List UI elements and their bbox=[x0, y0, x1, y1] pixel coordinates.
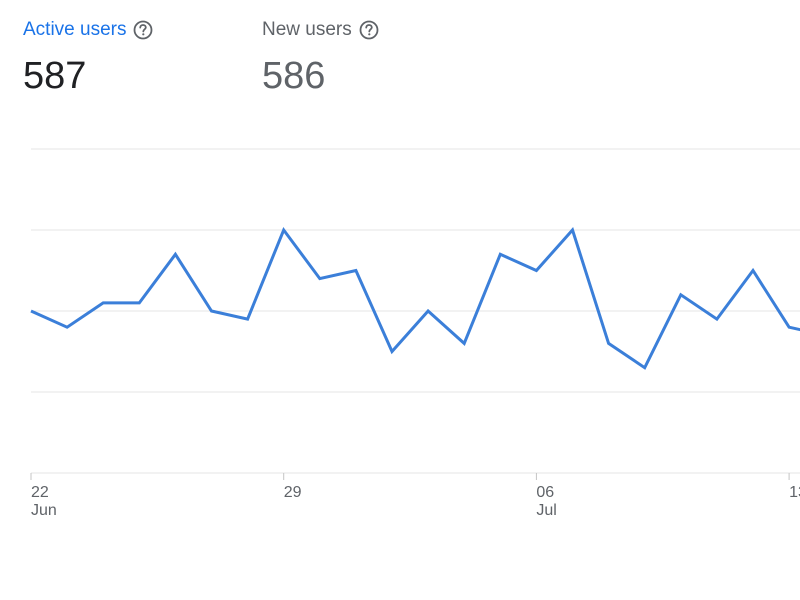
data-point[interactable] bbox=[278, 224, 290, 236]
data-point[interactable] bbox=[639, 362, 651, 374]
x-tick-label-day: 13 bbox=[789, 484, 800, 501]
help-circle-icon[interactable] bbox=[358, 19, 380, 41]
data-point[interactable] bbox=[206, 305, 218, 317]
new-users-header[interactable]: New users bbox=[262, 16, 380, 44]
data-point[interactable] bbox=[747, 265, 759, 277]
x-tick-label-day: 06 bbox=[536, 484, 554, 501]
active-users-header[interactable]: Active users bbox=[23, 16, 154, 44]
data-point[interactable] bbox=[494, 248, 506, 260]
data-point[interactable] bbox=[711, 313, 723, 325]
data-point[interactable] bbox=[386, 346, 398, 358]
data-point[interactable] bbox=[567, 224, 579, 236]
x-tick-label-month: Jun bbox=[31, 502, 57, 519]
data-point[interactable] bbox=[350, 265, 362, 277]
x-tick-label-day: 22 bbox=[31, 484, 49, 501]
data-point[interactable] bbox=[314, 273, 326, 285]
data-point[interactable] bbox=[422, 305, 434, 317]
data-point[interactable] bbox=[603, 337, 615, 349]
active-users-value: 587 bbox=[23, 55, 87, 97]
new-users-value: 586 bbox=[262, 55, 326, 97]
data-point[interactable] bbox=[783, 321, 795, 333]
new-users-metric[interactable]: New users 586 bbox=[262, 16, 380, 98]
data-point[interactable] bbox=[61, 321, 73, 333]
x-tick-label-day: 29 bbox=[284, 484, 302, 501]
data-point[interactable] bbox=[242, 313, 254, 325]
data-point[interactable] bbox=[530, 265, 542, 277]
data-point[interactable] bbox=[133, 297, 145, 309]
active-users-metric[interactable]: Active users 587 bbox=[23, 16, 154, 98]
new-users-label: New users bbox=[262, 19, 352, 40]
chart-series[interactable] bbox=[25, 224, 800, 374]
help-circle-icon[interactable] bbox=[132, 19, 154, 41]
data-point[interactable] bbox=[25, 305, 37, 317]
chart-gridlines bbox=[31, 148, 800, 474]
data-point[interactable] bbox=[458, 337, 470, 349]
data-point[interactable] bbox=[675, 289, 687, 301]
data-point[interactable] bbox=[97, 297, 109, 309]
active-users-label: Active users bbox=[23, 19, 127, 40]
series-line[interactable] bbox=[30, 226, 800, 370]
x-tick-label-month: Jul bbox=[536, 502, 556, 519]
data-point[interactable] bbox=[169, 248, 181, 260]
